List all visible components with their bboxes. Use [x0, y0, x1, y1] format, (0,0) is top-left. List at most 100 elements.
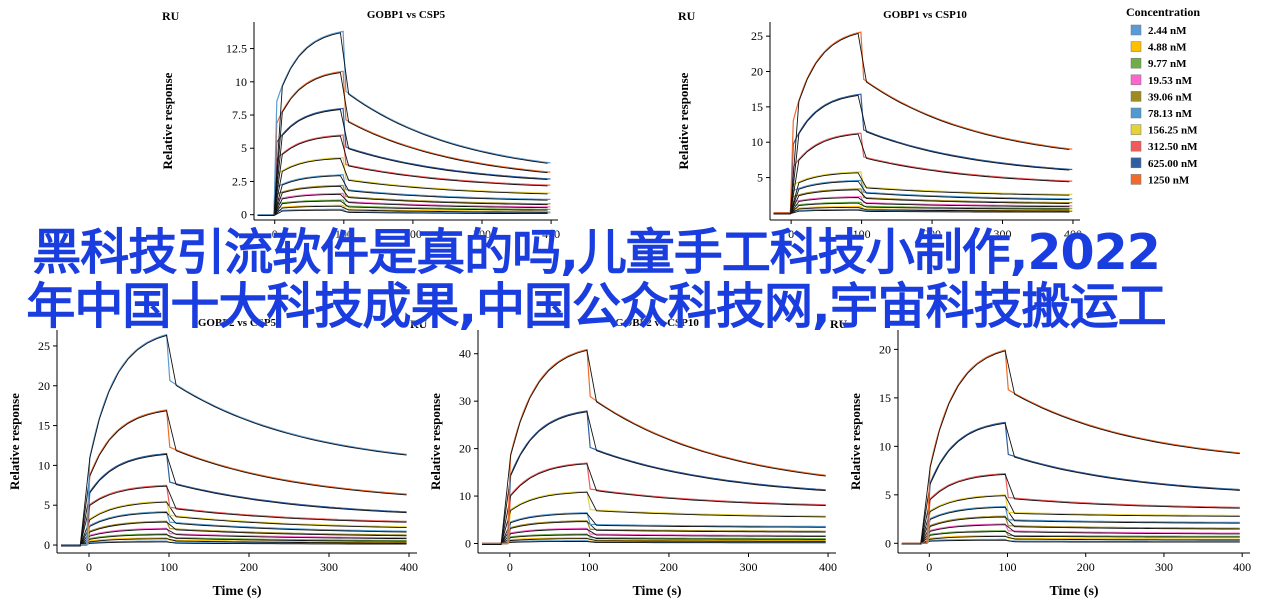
fit-line-1 [773, 209, 1070, 215]
unit-label: RU [678, 9, 696, 23]
fit-line-3 [257, 200, 548, 216]
y-axis-label: Relative response [848, 393, 863, 490]
fit-line-3 [482, 534, 826, 545]
series-line-1 [901, 538, 1240, 544]
series-line-11 [257, 30, 551, 216]
fit-line-10 [901, 350, 1240, 545]
chart-title: GOBP1 vs CSP5 [367, 9, 446, 21]
chart-panel-2: 5 10 15 20 25 0 100 200 300 400 GOBP1 vs CSP10 RU Re… [676, 9, 1082, 241]
fit-line-4 [61, 528, 407, 547]
fit-line-5 [61, 521, 407, 547]
fit-line-4 [257, 193, 548, 216]
y-tick-label: 10 [751, 135, 763, 149]
x-tick-label: 300 [1155, 560, 1173, 574]
y-tick-label: 30 [459, 394, 471, 408]
series-line-6 [773, 179, 1073, 214]
series-line-7 [901, 494, 1240, 544]
fit-line-1 [61, 541, 407, 547]
x-tick-label: 100 [999, 560, 1017, 574]
y-axis-label: Relative response [160, 72, 175, 169]
y-tick-label: 5 [44, 498, 50, 512]
fit-line-8 [257, 135, 548, 216]
fit-line-6 [257, 175, 548, 216]
series-line-1 [773, 208, 1073, 214]
fit-line-5 [257, 185, 548, 216]
fit-line-10 [482, 349, 826, 545]
fit-line-6 [482, 513, 826, 545]
unit-label: RU [162, 9, 180, 23]
series-line-4 [901, 523, 1240, 544]
fit-line-2 [773, 206, 1070, 215]
chart-title: GOBP2 vs CSP5 [198, 317, 277, 329]
fit-line-7 [482, 491, 826, 545]
series-line-9 [773, 93, 1073, 214]
x-tick-label: 300 [994, 227, 1012, 241]
series-line-5 [773, 188, 1073, 214]
series-line-7 [257, 156, 551, 216]
legend-swatch [1130, 57, 1142, 69]
fit-line-6 [901, 506, 1240, 545]
fit-line-10 [257, 71, 548, 216]
legend-label: 9.77 nM [1148, 58, 1187, 70]
legend-title: Concentration [1126, 5, 1200, 19]
legend-swatch [1130, 24, 1142, 36]
series-line-3 [257, 199, 551, 216]
chart-panel-1: 0 2.5 5 7.5 10 12.5 0 100 200 300 400 GOBP1 vs CSP5… [160, 9, 560, 241]
chart-panel-3: 0 5 10 15 20 25 0 100 200 300 400 GOBP2 vs CSP5 Rela… [7, 317, 418, 599]
series-line-2 [257, 204, 551, 216]
fit-line-1 [257, 209, 548, 216]
y-axis-label: Relative response [428, 393, 443, 490]
y-tick-label: 15 [879, 391, 891, 405]
series-line-9 [901, 421, 1240, 544]
y-tick-label: 5 [241, 141, 247, 155]
fit-line-10 [61, 410, 407, 547]
x-tick-label: 300 [473, 227, 491, 241]
series-line-8 [773, 132, 1073, 214]
series-line-6 [257, 174, 551, 216]
x-tick-label: 200 [240, 560, 258, 574]
chart-title: GOBP2 vs CSP10 [615, 317, 699, 329]
series-line-6 [61, 511, 407, 546]
legend-label: 19.53 nM [1148, 75, 1193, 87]
chart-title: GOBP1 vs CSP10 [883, 9, 967, 21]
fit-line-7 [61, 501, 407, 547]
series-line-2 [61, 537, 407, 546]
series-line-6 [482, 512, 826, 545]
y-tick-label: 12.5 [226, 42, 247, 56]
fit-line-3 [901, 531, 1240, 545]
x-tick-label: 100 [335, 227, 353, 241]
series-line-9 [482, 410, 826, 545]
legend-swatch [1130, 157, 1142, 169]
y-tick-label: 10 [879, 439, 891, 453]
x-tick-label: 400 [819, 560, 837, 574]
fit-line-1 [482, 541, 826, 545]
x-tick-label: 100 [160, 560, 178, 574]
y-tick-label: 15 [751, 100, 763, 114]
y-tick-label: 25 [38, 339, 50, 353]
legend-label: 39.06 nM [1148, 91, 1193, 103]
legend-label: 312.50 nM [1148, 141, 1198, 153]
series-line-2 [773, 206, 1073, 214]
y-tick-label: 40 [459, 347, 471, 361]
series-line-7 [482, 490, 826, 545]
fit-line-5 [901, 516, 1240, 545]
series-line-2 [901, 535, 1240, 544]
x-tick-label: 0 [507, 560, 513, 574]
x-tick-label: 200 [923, 227, 941, 241]
y-axis-label: Relative response [676, 72, 691, 169]
fit-line-5 [773, 189, 1070, 215]
legend-label: 1250 nM [1148, 174, 1190, 186]
series-line-4 [482, 527, 826, 545]
x-tick-label: 0 [272, 227, 278, 241]
series-line-7 [61, 500, 407, 546]
series-line-8 [482, 462, 826, 545]
series-line-9 [61, 452, 407, 546]
x-tick-label: 200 [1077, 560, 1095, 574]
fit-line-2 [482, 538, 826, 545]
unit-label: RU [830, 317, 848, 331]
legend-label: 156.25 nM [1148, 125, 1198, 137]
series-line-3 [482, 533, 826, 545]
series-line-3 [773, 201, 1073, 214]
x-tick-label: 300 [739, 560, 757, 574]
fit-line-9 [901, 422, 1240, 545]
